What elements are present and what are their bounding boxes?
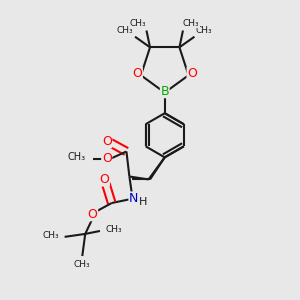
Text: H: H [139,197,147,207]
Text: O: O [187,67,197,80]
Text: CH₃: CH₃ [196,26,212,35]
Text: O: O [99,173,109,186]
Text: CH₃: CH₃ [183,19,200,28]
Text: O: O [102,152,112,165]
Text: CH₃: CH₃ [42,231,59,240]
Text: CH₃: CH₃ [106,225,122,234]
Text: CH₃: CH₃ [117,26,134,35]
Text: CH₃: CH₃ [74,260,91,269]
Text: N: N [129,192,139,205]
Text: B: B [160,85,169,98]
Text: CH₃: CH₃ [67,152,85,162]
Text: CH₃: CH₃ [130,19,146,28]
Text: O: O [132,67,142,80]
Text: O: O [102,135,112,148]
Text: O: O [88,208,98,221]
